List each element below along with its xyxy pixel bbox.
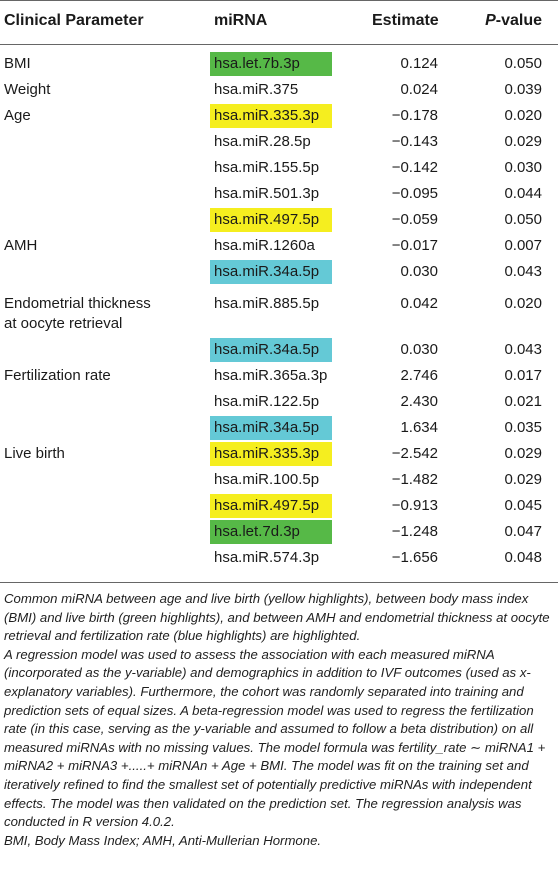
estimate-cell: 0.042 [400,295,438,312]
mirna-cell-yellow-highlight: hsa.miR.497.5p [210,208,332,232]
p-value-cell: 0.043 [504,341,542,358]
header-clinical-parameter: Clinical Parameter [4,12,144,29]
mirna-cell: hsa.miR.501.3p [214,185,320,202]
header-estimate: Estimate [372,12,439,29]
table-footnotes: Common miRNA between age and live birth … [4,590,556,850]
clinical-parameter-cell: Age [4,107,31,124]
clinical-parameter-cell: Endometrial thickness [4,295,151,312]
estimate-cell: 0.030 [400,341,438,358]
clinical-parameter-cell: Live birth [4,445,65,462]
p-value-cell: 0.050 [504,211,542,228]
mirna-cell-yellow-highlight: hsa.miR.497.5p [210,494,332,518]
header-bottom-rule [0,44,558,45]
p-value-cell: 0.021 [504,393,542,410]
p-value-cell: 0.029 [504,445,542,462]
mirna-cell: hsa.miR.885.5p [214,295,320,312]
clinical-parameter-cell-line2: at oocyte retrieval [4,315,123,332]
estimate-cell: −1.248 [391,523,438,540]
estimate-cell: −0.142 [391,159,438,176]
mirna-cell: hsa.miR.100.5p [214,471,320,488]
estimate-cell: −0.095 [391,185,438,202]
p-value-cell: 0.029 [504,471,542,488]
p-value-cell: 0.048 [504,549,542,566]
estimate-cell: 2.746 [400,367,438,384]
mirna-cell-blue-highlight: hsa.miR.34a.5p [210,338,332,362]
estimate-cell: −0.143 [391,133,438,150]
estimate-cell: 1.634 [400,419,438,436]
estimate-cell: 2.430 [400,393,438,410]
mirna-cell-blue-highlight: hsa.miR.34a.5p [210,260,332,284]
estimate-cell: 0.030 [400,263,438,280]
mirna-cell-blue-highlight: hsa.miR.34a.5p [210,416,332,440]
mirna-cell-yellow-highlight: hsa.miR.335.3p [210,442,332,466]
estimate-cell: −1.482 [391,471,438,488]
p-value-cell: 0.029 [504,133,542,150]
mirna-cell: hsa.miR.574.3p [214,549,320,566]
p-value-cell: 0.020 [504,295,542,312]
estimate-cell: −0.017 [391,237,438,254]
footnote-highlights: Common miRNA between age and live birth … [4,591,550,644]
p-value-cell: 0.039 [504,81,542,98]
estimate-cell: −0.178 [391,107,438,124]
p-value-cell: 0.020 [504,107,542,124]
p-value-cell: 0.030 [504,159,542,176]
mirna-cell: hsa.miR.155.5p [214,159,320,176]
mirna-cell: hsa.miR.375 [214,81,299,98]
mirna-cell: hsa.miR.1260a [214,237,315,254]
footnote-methods: A regression model was used to assess th… [4,646,546,830]
table-bottom-rule [0,582,558,583]
estimate-cell: 0.024 [400,81,438,98]
mirna-cell: hsa.miR.365a.3p [214,367,328,384]
clinical-parameter-cell: BMI [4,55,31,72]
mirna-cell-green-highlight: hsa.let.7d.3p [210,520,332,544]
p-value-cell: 0.044 [504,185,542,202]
p-value-cell: 0.017 [504,367,542,384]
estimate-cell: −0.913 [391,497,438,514]
p-value-cell: 0.050 [504,55,542,72]
mirna-cell-yellow-highlight: hsa.miR.335.3p [210,104,332,128]
header-p-value: P-value [485,12,542,29]
clinical-parameter-cell: AMH [4,237,38,254]
estimate-cell: −1.656 [391,549,438,566]
table-top-rule [0,0,558,1]
mirna-cell: hsa.miR.122.5p [214,393,320,410]
footnote-abbreviations: BMI, Body Mass Index; AMH, Anti-Mulleria… [4,832,322,848]
p-value-cell: 0.035 [504,419,542,436]
p-value-cell: 0.045 [504,497,542,514]
p-value-cell: 0.007 [504,237,542,254]
p-value-cell: 0.047 [504,523,542,540]
p-value-cell: 0.043 [504,263,542,280]
estimate-cell: 0.124 [400,55,438,72]
clinical-parameter-cell: Fertilization rate [4,367,111,384]
clinical-parameter-cell: Weight [4,81,51,98]
estimate-cell: −0.059 [391,211,438,228]
estimate-cell: −2.542 [391,445,438,462]
mirna-cell: hsa.miR.28.5p [214,133,311,150]
header-mirna: miRNA [214,12,268,29]
mirna-cell-green-highlight: hsa.let.7b.3p [210,52,332,76]
